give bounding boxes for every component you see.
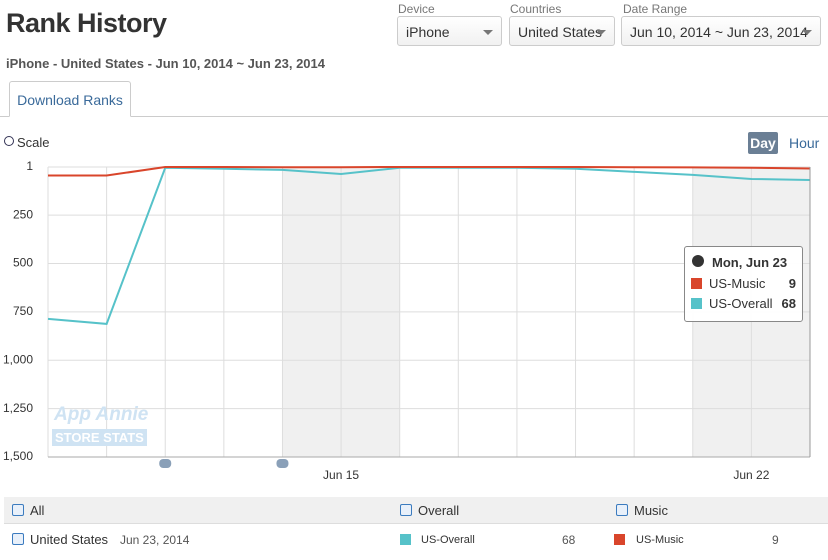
header-text: Music <box>634 503 668 518</box>
chart: 1 250 500 750 1,000 1,250 1,500 Jun 15 Jun 22 <box>3 159 811 482</box>
tooltip-value: 68 <box>781 296 796 311</box>
tooltip-name: US-Overall <box>709 296 773 311</box>
page-title: Rank History <box>6 8 167 38</box>
watermark: App Annie <box>54 404 149 425</box>
scale-button[interactable]: Scale <box>17 135 50 150</box>
hour-button[interactable]: Hour <box>789 135 820 151</box>
tooltip-name: US-Music <box>709 276 766 291</box>
annotation-icon <box>159 459 172 468</box>
globe-icon <box>692 255 704 267</box>
series-name: US-Overall <box>421 534 475 546</box>
rank: 68 <box>562 533 576 547</box>
tab-rule <box>0 116 828 117</box>
tooltip: Mon, Jun 23 US-Music 9 US-Overall 68 <box>684 246 803 322</box>
table-header-cell[interactable]: Overall <box>400 503 459 518</box>
y-tick-label: 1,500 <box>3 449 33 463</box>
y-tick-label: 1,250 <box>3 401 33 415</box>
table-header-cell[interactable]: All <box>12 503 44 518</box>
country: United States <box>30 532 109 547</box>
date: Jun 23, 2014 <box>120 533 190 547</box>
header-text: Overall <box>418 503 460 518</box>
table-header <box>4 497 828 524</box>
y-tick-label: 500 <box>13 256 33 270</box>
y-tick-label: 1,000 <box>3 352 33 366</box>
y-tick-label: 1 <box>26 159 33 173</box>
watermark: STORE STATS <box>52 429 147 446</box>
zoom-icon <box>4 136 14 146</box>
device-select[interactable]: iPhone <box>397 16 502 46</box>
x-tick-label: Jun 22 <box>733 468 769 482</box>
series-line <box>48 166 811 177</box>
tooltip-title: Mon, Jun 23 <box>712 255 788 270</box>
y-tick-label: 250 <box>13 207 33 221</box>
tooltip-value: 9 <box>788 276 796 291</box>
swatch <box>614 534 625 545</box>
table-cell[interactable]: United States <box>12 532 108 547</box>
country-select[interactable]: United States <box>509 16 615 46</box>
day-button[interactable]: Day <box>748 132 778 154</box>
series-name: US-Music <box>636 534 684 546</box>
filter-label: Countries <box>510 2 562 16</box>
swatch <box>400 534 411 545</box>
annotation-icon <box>276 459 289 468</box>
table-header-cell[interactable]: Music <box>616 503 668 518</box>
rank: 9 <box>772 533 779 547</box>
filter-label: Device <box>398 2 435 16</box>
subtitle: iPhone - United States - Jun 10, 2014 ~ … <box>6 56 325 71</box>
tooltip-swatch <box>691 298 702 309</box>
filter-label: Date Range <box>623 2 688 16</box>
date-range-select[interactable]: Jun 10, 2014 ~ Jun 23, 2014 <box>621 16 821 46</box>
x-tick-label: Jun 15 <box>323 468 359 482</box>
header-text: All <box>30 503 45 518</box>
tooltip-swatch <box>691 278 702 289</box>
tab[interactable]: Download Ranks <box>9 81 131 117</box>
y-tick-label: 750 <box>13 304 33 318</box>
